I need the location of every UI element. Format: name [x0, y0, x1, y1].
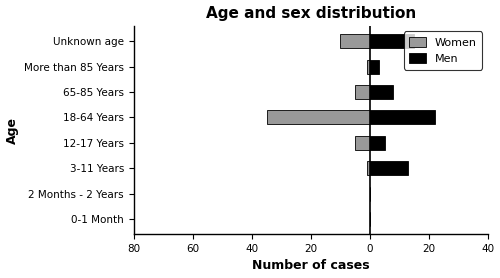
Y-axis label: Age: Age: [6, 116, 18, 143]
Bar: [370, 34, 414, 48]
Bar: [370, 161, 408, 175]
Bar: [370, 85, 394, 99]
Bar: [266, 110, 370, 124]
Bar: [355, 136, 370, 150]
Bar: [355, 85, 370, 99]
Bar: [370, 136, 384, 150]
Bar: [340, 34, 370, 48]
Bar: [367, 161, 370, 175]
Bar: [370, 110, 435, 124]
Title: Age and sex distribution: Age and sex distribution: [206, 6, 416, 21]
Legend: Women, Men: Women, Men: [404, 31, 482, 70]
Bar: [370, 59, 378, 73]
X-axis label: Number of cases: Number of cases: [252, 259, 370, 272]
Bar: [367, 59, 370, 73]
